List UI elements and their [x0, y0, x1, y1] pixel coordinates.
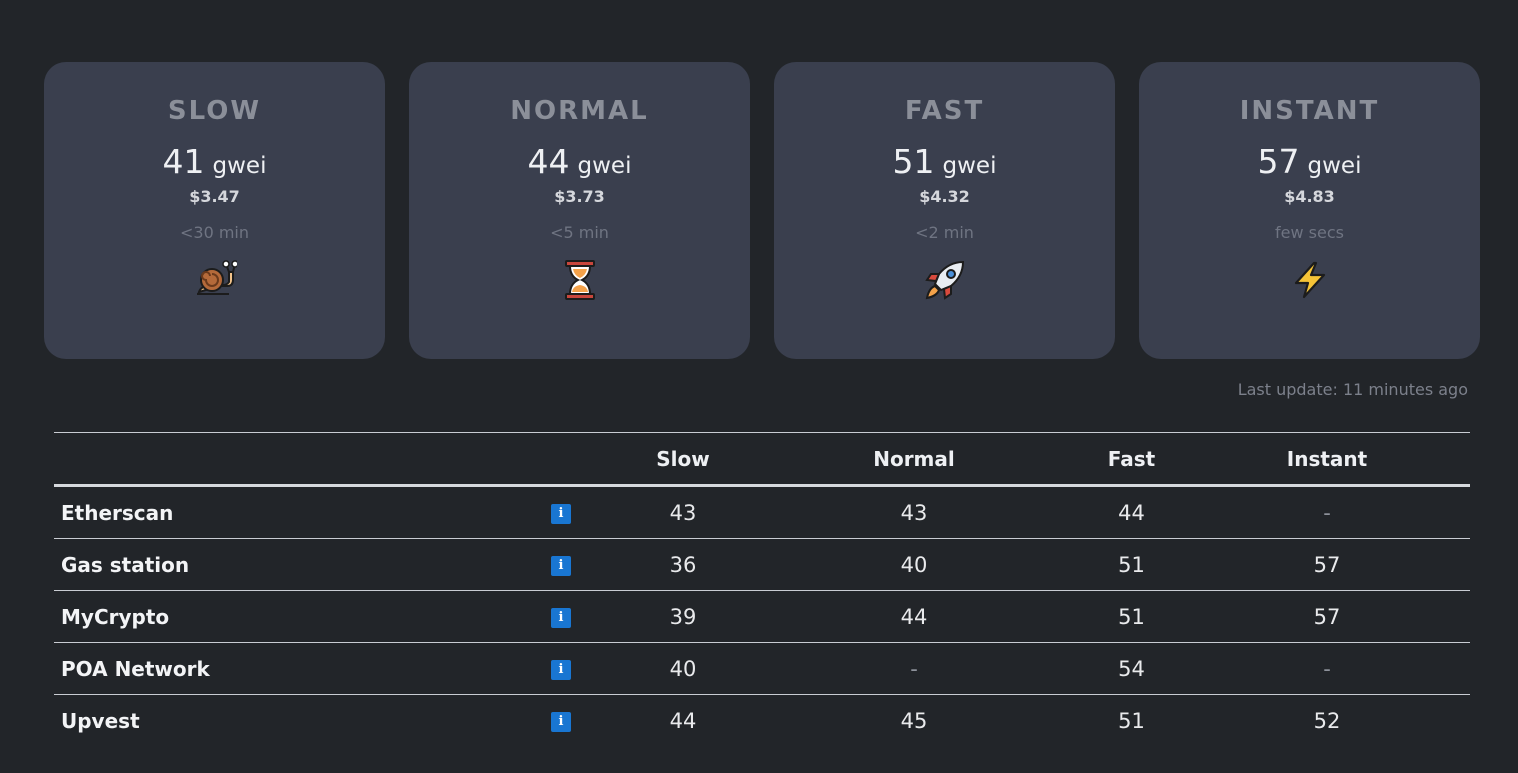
usd-value: $3.73	[554, 187, 605, 206]
last-update-text: Last update: 11 minutes ago	[1237, 380, 1468, 399]
lightning-icon	[1139, 258, 1480, 302]
gwei-unit: gwei	[1307, 153, 1362, 179]
cell-slow: 39	[669, 604, 697, 629]
card-gwei: 51 gwei	[774, 143, 1115, 181]
cell-normal: 45	[900, 708, 928, 733]
header-normal: Normal	[873, 446, 955, 471]
info-icon[interactable]: i	[551, 555, 571, 576]
info-icon[interactable]: i	[551, 607, 571, 628]
provider-name: Etherscan	[61, 500, 174, 525]
provider-name: Gas station	[61, 552, 190, 577]
table-row: Upvest i 44 45 51 52	[54, 695, 1470, 747]
cell-slow: 36	[669, 552, 697, 577]
cell-slow: 44	[669, 708, 697, 733]
cell-normal: -	[910, 656, 918, 681]
wait-time: <2 min	[915, 223, 974, 242]
card-instant: INSTANT 57 gwei $4.83 few secs	[1139, 62, 1480, 359]
table-row: MyCrypto i 39 44 51 57	[54, 591, 1470, 643]
info-icon[interactable]: i	[551, 659, 571, 680]
card-gwei: 57 gwei	[1139, 143, 1480, 181]
cell-normal: 40	[900, 552, 928, 577]
header-provider	[54, 433, 551, 486]
header-instant: Instant	[1286, 446, 1368, 471]
cell-fast: 54	[1118, 656, 1145, 681]
gwei-unit: gwei	[577, 153, 632, 179]
card-normal: NORMAL 44 gwei $3.73 <5 min	[409, 62, 750, 359]
cell-normal: 43	[900, 500, 928, 525]
provider-name: Upvest	[61, 708, 140, 733]
wait-time: <30 min	[179, 223, 250, 242]
card-gwei: 44 gwei	[409, 143, 750, 181]
header-info	[551, 433, 617, 486]
table-row: POA Network i 40 - 54 -	[54, 643, 1470, 695]
card-fast: FAST 51 gwei $4.32 <2 min	[774, 62, 1115, 359]
usd-value: $3.47	[189, 187, 240, 206]
usd-value: $4.32	[919, 187, 970, 206]
cell-instant: 57	[1313, 604, 1341, 629]
speed-cards: SLOW 41 gwei $3.47 <30 min	[44, 62, 1480, 359]
cell-instant: -	[1323, 500, 1331, 525]
gwei-value: 41	[162, 142, 205, 181]
table-row: Etherscan i 43 43 44 -	[54, 486, 1470, 539]
card-slow: SLOW 41 gwei $3.47 <30 min	[44, 62, 385, 359]
gwei-unit: gwei	[942, 153, 997, 179]
info-icon[interactable]: i	[551, 503, 571, 524]
gwei-value: 57	[1257, 142, 1300, 181]
cell-fast: 51	[1118, 708, 1145, 733]
providers-table: Slow Normal Fast Instant Etherscan i 43 …	[54, 432, 1470, 746]
cell-fast: 51	[1118, 552, 1145, 577]
table-row: Gas station i 36 40 51 57	[54, 539, 1470, 591]
provider-name: POA Network	[61, 656, 210, 681]
wait-time: <5 min	[550, 223, 609, 242]
card-gwei: 41 gwei	[44, 143, 385, 181]
providers-table-wrap: Slow Normal Fast Instant Etherscan i 43 …	[54, 432, 1470, 746]
info-icon[interactable]: i	[551, 711, 571, 732]
cell-slow: 43	[669, 500, 697, 525]
card-title: FAST	[904, 96, 985, 126]
hourglass-icon	[409, 258, 750, 302]
cell-instant: 57	[1313, 552, 1341, 577]
table-header-row: Slow Normal Fast Instant	[54, 432, 1470, 486]
cell-instant: 52	[1313, 708, 1341, 733]
gwei-unit: gwei	[212, 153, 267, 179]
cell-fast: 44	[1118, 500, 1145, 525]
gwei-value: 44	[527, 142, 570, 181]
cell-normal: 44	[900, 604, 928, 629]
card-title: NORMAL	[510, 96, 649, 126]
wait-time: few secs	[1275, 223, 1344, 242]
card-title: SLOW	[167, 96, 262, 126]
gwei-value: 51	[892, 142, 935, 181]
rocket-icon	[774, 258, 1115, 302]
cell-slow: 40	[669, 656, 697, 681]
usd-value: $4.83	[1284, 187, 1335, 206]
header-fast: Fast	[1107, 446, 1156, 471]
cell-fast: 51	[1118, 604, 1145, 629]
header-slow: Slow	[656, 446, 710, 471]
snail-icon	[44, 258, 385, 302]
card-title: INSTANT	[1239, 96, 1380, 126]
provider-name: MyCrypto	[61, 604, 170, 629]
cell-instant: -	[1323, 656, 1331, 681]
